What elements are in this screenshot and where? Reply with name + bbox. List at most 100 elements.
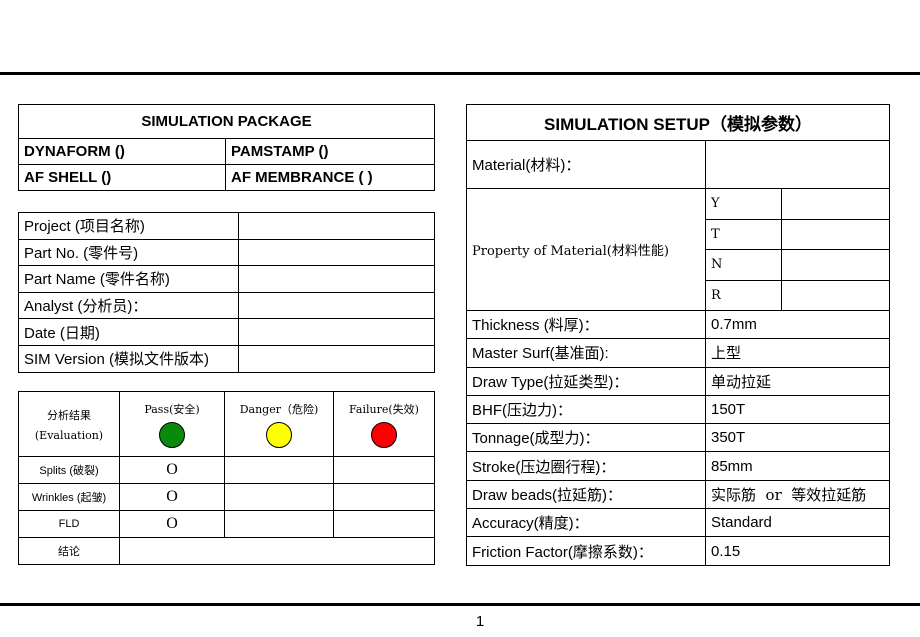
project-label: Project (项目名称): [18, 212, 239, 240]
master-surf-row: Master Surf(基准面): 上型: [466, 338, 891, 368]
master-surf-label: Master Surf(基准面):: [466, 338, 706, 368]
accuracy-value[interactable]: Standard: [704, 508, 891, 538]
wrinkles-label: Wrinkles (起皱): [18, 483, 120, 511]
material-label: Material(材料)：: [466, 140, 706, 189]
master-surf-value[interactable]: 上型: [704, 338, 891, 368]
fld-pass-mark[interactable]: O: [119, 510, 225, 538]
draw-type-label: Draw Type(拉延类型)：: [466, 366, 706, 396]
failure-label: Failure(失效): [349, 402, 419, 416]
analyst-row: Analyst (分析员)：: [18, 291, 435, 320]
wrinkles-row: Wrinkles (起皱) O: [18, 483, 435, 511]
part-name-label: Part Name (零件名称): [18, 265, 239, 293]
draw-beads-value[interactable]: 实际筋 or 等效拉延筋: [704, 479, 891, 510]
option-dynaform[interactable]: DYNAFORM (): [18, 138, 226, 165]
stroke-label: Stroke(压边圈行程)：: [466, 451, 706, 481]
accuracy-label: Accuracy(精度)：: [466, 508, 706, 538]
material-value[interactable]: [704, 140, 891, 189]
wrinkles-danger-mark[interactable]: [224, 483, 334, 511]
bhf-label: BHF(压边力)：: [466, 394, 706, 425]
property-name-y: Y: [705, 188, 782, 220]
tonnage-label: Tonnage(成型力)：: [466, 423, 706, 453]
property-name-r: R: [705, 279, 782, 311]
splits-label: Splits (破裂): [18, 456, 120, 484]
wrinkles-pass-mark[interactable]: O: [119, 483, 225, 511]
property-label: Property of Material(材料性能): [466, 188, 706, 311]
splits-pass-mark[interactable]: O: [119, 456, 225, 484]
part-no-value[interactable]: [238, 238, 435, 267]
date-value[interactable]: [238, 318, 435, 346]
property-value-y[interactable]: [780, 188, 891, 220]
date-row: Date (日期): [18, 318, 435, 346]
option-af-shell[interactable]: AF SHELL (): [18, 164, 226, 191]
option-af-membrance[interactable]: AF MEMBRANCE ( ): [225, 164, 435, 191]
evaluation-header-cn: 分析结果: [47, 408, 91, 422]
property-row-r: R: [467, 279, 891, 311]
sim-version-row: SIM Version (模拟文件版本): [18, 344, 435, 373]
wrinkles-failure-mark[interactable]: [333, 483, 435, 511]
splits-failure-mark[interactable]: [333, 456, 435, 484]
part-name-row: Part Name (零件名称): [18, 265, 435, 293]
thickness-value[interactable]: 0.7mm: [704, 309, 891, 340]
stroke-value[interactable]: 85mm: [704, 451, 891, 481]
thickness-label: Thickness (料厚)：: [466, 309, 706, 340]
simulation-setup-table: SIMULATION SETUP（模拟参数） Material(材料)： Pro…: [465, 104, 891, 566]
friction-factor-label: Friction Factor(摩擦系数)：: [466, 536, 706, 566]
sim-version-value[interactable]: [238, 344, 435, 373]
failure-indicator-icon: [371, 421, 397, 448]
friction-factor-row: Friction Factor(摩擦系数)： 0.15: [466, 536, 891, 566]
tonnage-value[interactable]: 350T: [704, 423, 891, 453]
project-value[interactable]: [238, 212, 435, 240]
bhf-row: BHF(压边力)： 150T: [466, 394, 891, 425]
analyst-value[interactable]: [238, 291, 435, 320]
page-number: 1: [475, 613, 485, 630]
property-name-n: N: [705, 249, 782, 281]
tonnage-row: Tonnage(成型力)： 350T: [466, 423, 891, 453]
draw-type-value[interactable]: 单动拉延: [704, 366, 891, 396]
draw-type-row: Draw Type(拉延类型)： 单动拉延: [466, 366, 891, 396]
top-rule: [0, 72, 920, 75]
simulation-package-table: SIMULATION PACKAGE DYNAFORM () PAMSTAMP …: [18, 104, 435, 191]
evaluation-header-en: (Evaluation): [34, 428, 104, 442]
accuracy-row: Accuracy(精度)： Standard: [466, 508, 891, 538]
conclusion-row: 结论: [18, 537, 435, 565]
part-no-row: Part No. (零件号): [18, 238, 435, 267]
property-value-t[interactable]: [780, 218, 891, 250]
property-row-n: N: [467, 249, 891, 281]
project-info-table: Project (项目名称) Part No. (零件号) Part Name …: [18, 212, 435, 373]
draw-beads-label: Draw beads(拉延筋)：: [466, 479, 706, 510]
failure-header: Failure(失效): [333, 391, 435, 457]
simulation-package-title: SIMULATION PACKAGE: [18, 104, 435, 139]
danger-header: Danger（危险): [224, 391, 334, 457]
pass-indicator-icon: [159, 421, 185, 448]
material-row: Material(材料)：: [466, 140, 891, 189]
fld-danger-mark[interactable]: [224, 510, 334, 538]
date-label: Date (日期): [18, 318, 239, 346]
stroke-row: Stroke(压边圈行程)： 85mm: [466, 451, 891, 481]
danger-label: Danger（危险): [239, 402, 319, 416]
property-value-n[interactable]: [780, 249, 891, 281]
property-value-r[interactable]: [780, 279, 891, 311]
pass-label: Pass(安全): [144, 402, 200, 416]
part-no-label: Part No. (零件号): [18, 238, 239, 267]
option-pamstamp[interactable]: PAMSTAMP (): [225, 138, 435, 165]
evaluation-table: 分析结果 (Evaluation) Pass(安全) Danger（危险) Fa…: [18, 391, 435, 565]
property-name-t: T: [705, 218, 782, 250]
evaluation-header: 分析结果 (Evaluation): [18, 391, 120, 457]
splits-danger-mark[interactable]: [224, 456, 334, 484]
thickness-row: Thickness (料厚)： 0.7mm: [466, 309, 891, 340]
fld-row: FLD O: [18, 510, 435, 538]
draw-beads-row: Draw beads(拉延筋)： 实际筋 or 等效拉延筋: [466, 479, 891, 510]
pass-header: Pass(安全): [119, 391, 225, 457]
danger-indicator-icon: [266, 421, 292, 448]
analyst-label: Analyst (分析员)：: [18, 291, 239, 320]
fld-label: FLD: [18, 510, 120, 538]
simulation-setup-title: SIMULATION SETUP（模拟参数）: [465, 104, 891, 141]
friction-factor-value[interactable]: 0.15: [704, 536, 891, 566]
fld-failure-mark[interactable]: [333, 510, 435, 538]
part-name-value[interactable]: [238, 265, 435, 293]
conclusion-label: 结论: [18, 537, 120, 565]
bhf-value[interactable]: 150T: [704, 394, 891, 425]
conclusion-value[interactable]: [119, 537, 435, 565]
bottom-rule: [0, 603, 920, 606]
sim-version-label: SIM Version (模拟文件版本): [18, 344, 239, 373]
